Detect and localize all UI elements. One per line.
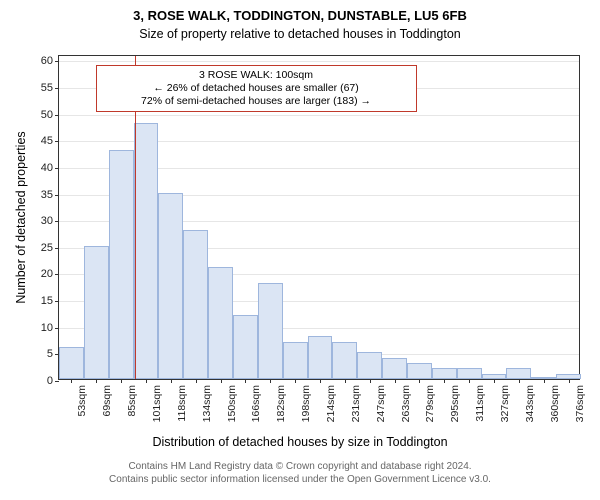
x-tick-label: 360sqm (549, 379, 561, 422)
x-tick-mark (71, 379, 72, 383)
x-tick-label: 182sqm (275, 379, 287, 422)
histogram-bar (158, 193, 183, 379)
x-tick-label: 311sqm (474, 379, 486, 422)
x-tick-label: 263sqm (400, 379, 412, 422)
histogram-bar (109, 150, 134, 379)
x-tick-label: 69sqm (101, 379, 113, 417)
histogram-bar (407, 363, 432, 379)
histogram-bar (258, 283, 283, 379)
histogram-bar (457, 368, 482, 379)
x-tick-mark (121, 379, 122, 383)
x-tick-label: 101sqm (151, 379, 163, 422)
histogram-bar (432, 368, 457, 379)
x-tick-label: 376sqm (574, 379, 586, 422)
x-tick-label: 279sqm (424, 379, 436, 422)
x-tick-label: 53sqm (76, 379, 88, 417)
x-tick-mark (146, 379, 147, 383)
annotation-box: 3 ROSE WALK: 100sqm← 26% of detached hou… (96, 65, 417, 112)
annotation-line: 72% of semi-detached houses are larger (… (103, 95, 410, 108)
histogram-bar (308, 336, 333, 379)
page-subtitle: Size of property relative to detached ho… (0, 27, 600, 41)
x-tick-mark (295, 379, 296, 383)
y-gridline (59, 115, 579, 116)
y-tick-label: 40 (41, 162, 59, 174)
x-tick-label: 166sqm (250, 379, 262, 422)
histogram-bar (233, 315, 258, 379)
x-tick-label: 118sqm (176, 379, 188, 422)
footer: Contains HM Land Registry data © Crown c… (0, 460, 600, 486)
histogram-bar (208, 267, 233, 379)
x-tick-mark (494, 379, 495, 383)
histogram-bar (506, 368, 531, 379)
footer-line-2: Contains public sector information licen… (0, 473, 600, 486)
y-tick-label: 25 (41, 242, 59, 254)
y-tick-label: 20 (41, 268, 59, 280)
y-tick-label: 35 (41, 189, 59, 201)
histogram-bar (59, 347, 84, 379)
x-tick-mark (395, 379, 396, 383)
y-tick-label: 50 (41, 109, 59, 121)
x-tick-mark (569, 379, 570, 383)
x-tick-mark (345, 379, 346, 383)
chart-plot-area: 05101520253035404550556053sqm69sqm85sqm1… (58, 55, 580, 380)
y-tick-label: 5 (47, 348, 59, 360)
histogram-bar (183, 230, 208, 379)
y-tick-label: 30 (41, 215, 59, 227)
histogram-bar (134, 123, 159, 379)
x-tick-label: 231sqm (350, 379, 362, 422)
x-tick-label: 343sqm (524, 379, 536, 422)
x-tick-label: 247sqm (375, 379, 387, 422)
x-axis-label: Distribution of detached houses by size … (0, 435, 600, 449)
x-tick-label: 134sqm (201, 379, 213, 422)
y-tick-label: 45 (41, 135, 59, 147)
y-tick-label: 55 (41, 82, 59, 94)
histogram-bar (283, 342, 308, 379)
y-tick-label: 0 (47, 375, 59, 387)
page-title: 3, ROSE WALK, TODDINGTON, DUNSTABLE, LU5… (0, 8, 600, 23)
y-gridline (59, 61, 579, 62)
x-tick-mark (171, 379, 172, 383)
x-tick-mark (469, 379, 470, 383)
x-tick-mark (419, 379, 420, 383)
x-tick-mark (196, 379, 197, 383)
histogram-bar (382, 358, 407, 379)
x-tick-label: 150sqm (226, 379, 238, 422)
x-tick-label: 198sqm (300, 379, 312, 422)
histogram-bar (84, 246, 109, 379)
x-tick-mark (96, 379, 97, 383)
x-tick-label: 85sqm (126, 379, 138, 417)
histogram-bar (332, 342, 357, 379)
annotation-line: 3 ROSE WALK: 100sqm (103, 69, 410, 82)
x-tick-label: 295sqm (449, 379, 461, 422)
x-tick-mark (370, 379, 371, 383)
y-tick-label: 60 (41, 55, 59, 67)
x-tick-mark (320, 379, 321, 383)
y-tick-label: 10 (41, 322, 59, 334)
y-axis-label: Number of detached properties (14, 55, 28, 380)
x-tick-mark (221, 379, 222, 383)
x-tick-mark (519, 379, 520, 383)
x-tick-mark (245, 379, 246, 383)
annotation-line: ← 26% of detached houses are smaller (67… (103, 82, 410, 95)
x-tick-label: 214sqm (325, 379, 337, 422)
x-tick-label: 327sqm (499, 379, 511, 422)
histogram-bar (357, 352, 382, 379)
footer-line-1: Contains HM Land Registry data © Crown c… (0, 460, 600, 473)
x-tick-mark (270, 379, 271, 383)
x-tick-mark (544, 379, 545, 383)
y-tick-label: 15 (41, 295, 59, 307)
x-tick-mark (444, 379, 445, 383)
